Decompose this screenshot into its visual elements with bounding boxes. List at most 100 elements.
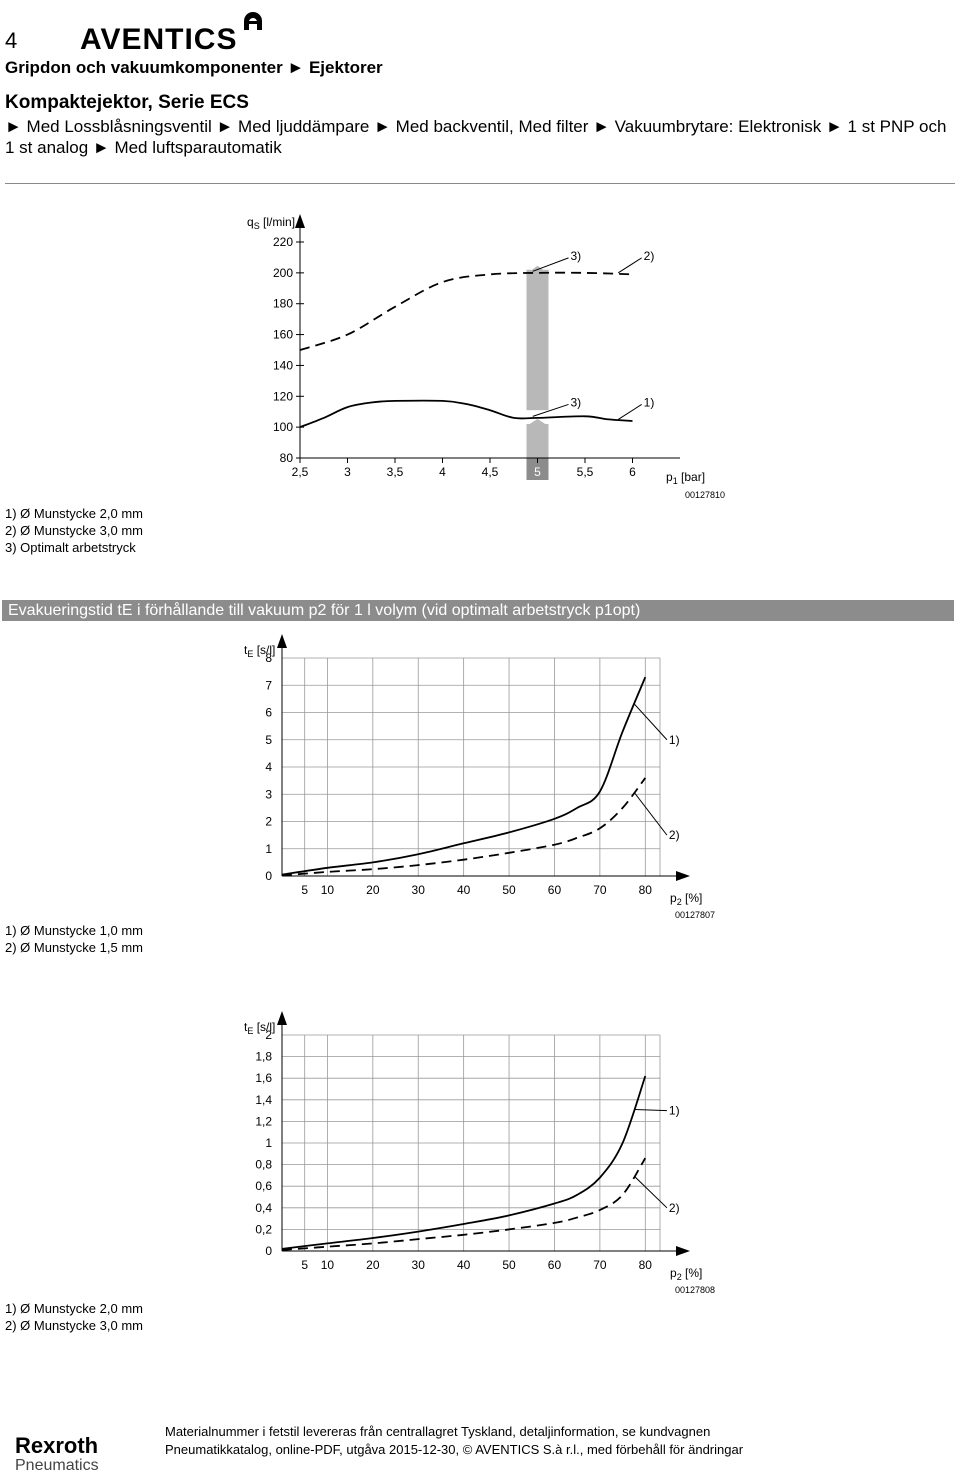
y-axis-arrow-icon — [295, 214, 305, 228]
annotation-leader — [617, 404, 642, 420]
figure-id: 00127807 — [675, 910, 715, 920]
x-axis-title: p1 [bar] — [666, 470, 705, 486]
chart3-notes: 1) Ø Munstycke 2,0 mm 2) Ø Munstycke 3,0… — [5, 1300, 143, 1334]
y-axis-title: tE [s/l] — [244, 643, 275, 659]
y-tick-label: 2 — [265, 815, 272, 829]
x-tick-label: 50 — [502, 1258, 516, 1272]
y-tick-label: 3 — [265, 787, 272, 801]
header-divider — [5, 183, 955, 184]
x-tick-label: 80 — [639, 883, 653, 897]
y-tick-label: 0,2 — [255, 1222, 272, 1236]
y-tick-label: 120 — [273, 389, 293, 403]
x-tick-label: 20 — [366, 883, 380, 897]
rexroth-brand: Rexroth — [15, 1433, 99, 1458]
x-tick-label: 50 — [502, 883, 516, 897]
x-axis-title: p2 [%] — [670, 891, 702, 907]
rexroth-logo: Rexroth Pneumatics — [15, 1434, 99, 1474]
y-tick-label: 5 — [265, 733, 272, 747]
chart1-note-1: 1) Ø Munstycke 2,0 mm — [5, 506, 143, 521]
y-tick-label: 1,8 — [255, 1050, 272, 1064]
x-tick-label: 10 — [321, 883, 335, 897]
x-tick-label: 30 — [412, 1258, 426, 1272]
y-axis-arrow-icon — [277, 1011, 287, 1025]
chart2-note-1: 1) Ø Munstycke 1,0 mm — [5, 923, 143, 938]
x-tick-label: 20 — [366, 1258, 380, 1272]
footer-text: Materialnummer i fetstil levereras från … — [165, 1423, 743, 1459]
optimal-pressure-band-lower — [526, 424, 549, 458]
y-axis-arrow-icon — [277, 634, 287, 648]
series-annotation: 2) — [669, 1201, 680, 1215]
footer-line-1: Materialnummer i fetstil levereras från … — [165, 1424, 711, 1439]
series-annotation: 1) — [669, 733, 680, 747]
series-annotation: 1) — [644, 395, 655, 409]
chart3-note-1: 1) Ø Munstycke 2,0 mm — [5, 1301, 143, 1316]
optimal-tick-highlight — [526, 458, 549, 480]
x-axis-arrow-icon — [676, 1246, 690, 1256]
series-line-2 — [299, 271, 633, 351]
x-tick-label: 5 — [301, 1258, 308, 1272]
x-tick-label: 3 — [344, 465, 351, 479]
x-tick-label: 40 — [457, 883, 471, 897]
series-annotation: 3) — [571, 395, 582, 409]
y-tick-label: 0,4 — [255, 1201, 272, 1215]
evacuation-time-chart-1: 0 1 2 3 4 5 6 7 8 5 10 20 30 40 50 60 70 80 tE [s/l] p2 [%]… — [244, 634, 715, 920]
product-variant-text: ► Med Lossblåsningsventil ► Med ljuddämp… — [5, 117, 947, 157]
figure-id: 00127810 — [685, 490, 725, 500]
series-annotation: 2) — [644, 249, 655, 263]
y-tick-label: 2 — [265, 1028, 272, 1042]
evacuation-time-chart-2: 0 0,2 0,4 0,6 0,8 1 1,2 1,4 1,6 1,8 2 5 10 20 30 40 50 60… — [244, 1011, 715, 1295]
aventics-logo: AVENTICS — [80, 12, 262, 54]
annotation-leader — [532, 257, 569, 272]
series-line-1 — [299, 399, 633, 428]
x-tick-label: 3,5 — [387, 465, 404, 479]
x-tick-label: 40 — [457, 1258, 471, 1272]
y-tick-label: 0 — [265, 1244, 272, 1258]
y-tick-label: 140 — [273, 358, 293, 372]
chart2-notes: 1) Ø Munstycke 1,0 mm 2) Ø Munstycke 1,5… — [5, 922, 143, 956]
product-title: Kompaktejektor, Serie ECS — [5, 92, 249, 113]
y-tick-label: 160 — [273, 328, 293, 342]
y-axis-title: qS [l/min] — [247, 215, 295, 231]
x-tick-label: 5 — [534, 465, 541, 479]
annotation-leader — [634, 1109, 667, 1112]
series-line-1 — [281, 676, 647, 876]
annotation-leader — [617, 257, 642, 274]
chart2-note-2: 2) Ø Munstycke 1,5 mm — [5, 940, 143, 955]
x-axis-arrow-icon — [676, 871, 690, 881]
y-tick-label: 1,2 — [255, 1114, 272, 1128]
y-tick-label: 200 — [273, 266, 293, 280]
series-annotation: 2) — [669, 828, 680, 842]
chart1-notes: 1) Ø Munstycke 2,0 mm 2) Ø Munstycke 3,0… — [5, 505, 143, 556]
optimal-band-lower-cap — [526, 419, 549, 427]
annotation-leader — [634, 792, 668, 836]
section-title-bar: Evakueringstid tE i förhållande till vak… — [2, 600, 954, 621]
y-tick-label: 7 — [265, 678, 272, 692]
aventics-mark-icon — [244, 12, 262, 30]
optimal-pressure-band — [526, 269, 549, 411]
chart3-note-2: 2) Ø Munstycke 3,0 mm — [5, 1318, 143, 1333]
breadcrumb: Gripdon och vakuumkomponenter ► Ejektore… — [5, 58, 383, 77]
x-tick-label: 5 — [301, 883, 308, 897]
x-tick-label: 30 — [412, 883, 426, 897]
annotation-leader — [532, 403, 569, 417]
aventics-logo-text: AVENTICS — [80, 23, 237, 54]
x-tick-label: 60 — [548, 883, 562, 897]
y-tick-label: 0,8 — [255, 1158, 272, 1172]
y-tick-label: 1,4 — [255, 1093, 272, 1107]
y-tick-label: 1,6 — [255, 1071, 272, 1085]
series-line-1 — [281, 1075, 647, 1250]
figure-id: 00127808 — [675, 1285, 715, 1295]
y-tick-label: 80 — [280, 451, 294, 465]
y-tick-label: 100 — [273, 420, 293, 434]
y-tick-label: 6 — [265, 706, 272, 720]
y-tick-label: 180 — [273, 297, 293, 311]
x-tick-label: 6 — [629, 465, 636, 479]
series-annotation: 1) — [669, 1104, 680, 1118]
annotation-leader — [634, 703, 668, 741]
rexroth-sub: Pneumatics — [15, 1457, 99, 1474]
x-tick-label: 70 — [593, 883, 607, 897]
x-tick-label: 2,5 — [292, 465, 309, 479]
footer-line-2: Pneumatikkatalog, online-PDF, utgåva 201… — [165, 1442, 744, 1457]
y-tick-label: 1 — [265, 842, 272, 856]
x-tick-label: 70 — [593, 1258, 607, 1272]
